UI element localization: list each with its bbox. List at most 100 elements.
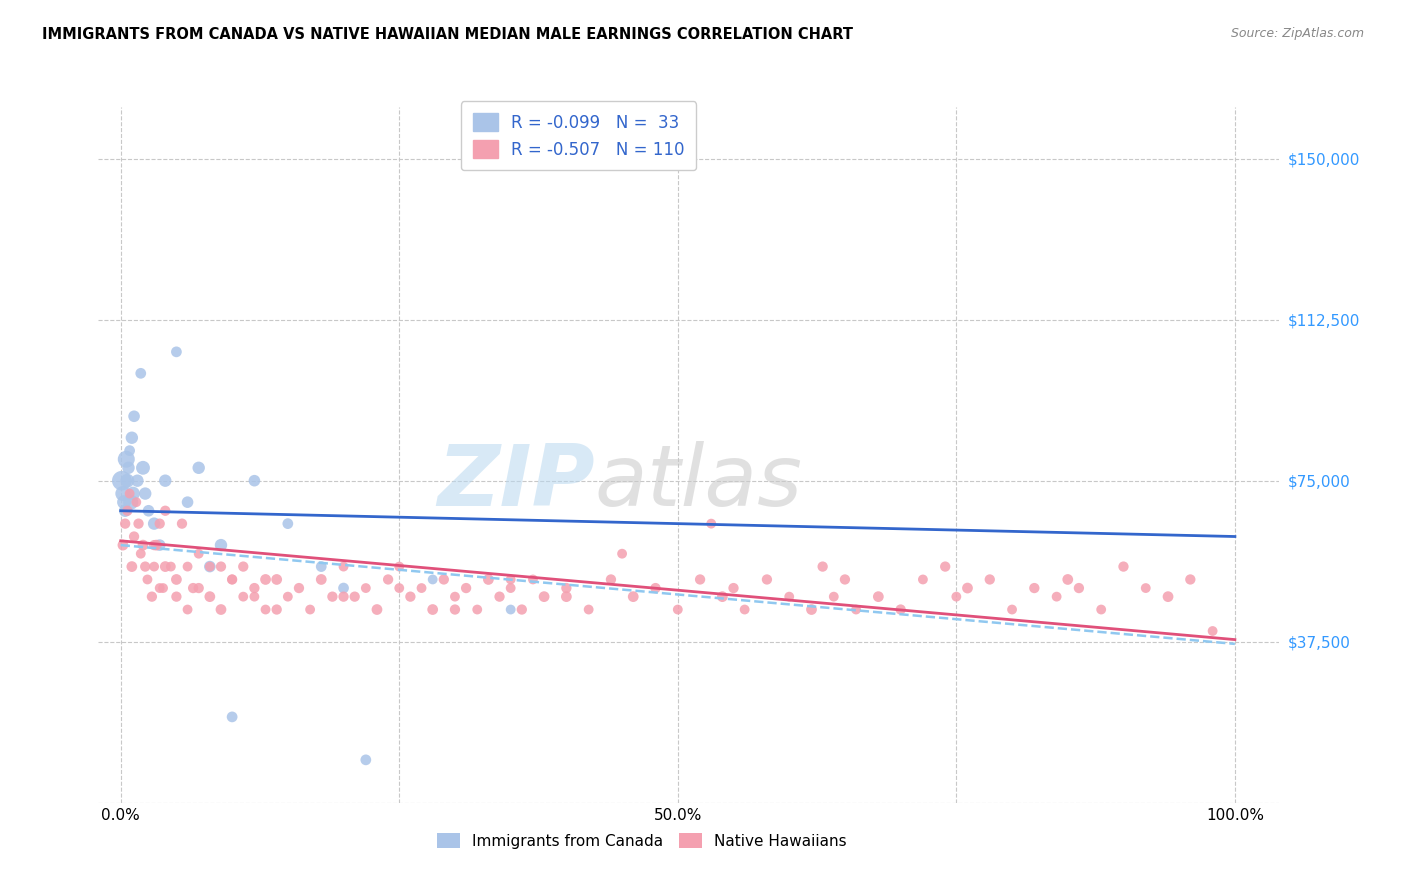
- Point: [366, 602, 388, 616]
- Point: [122, 409, 145, 424]
- Point: [388, 581, 411, 595]
- Text: atlas: atlas: [595, 442, 803, 524]
- Point: [243, 474, 266, 488]
- Point: [132, 538, 155, 552]
- Point: [979, 573, 1001, 587]
- Point: [890, 602, 912, 616]
- Point: [145, 538, 167, 552]
- Point: [134, 486, 156, 500]
- Point: [221, 710, 243, 724]
- Point: [1090, 602, 1112, 616]
- Point: [354, 581, 377, 595]
- Point: [444, 602, 467, 616]
- Point: [433, 573, 456, 587]
- Point: [456, 581, 478, 595]
- Point: [111, 538, 134, 552]
- Point: [778, 590, 800, 604]
- Point: [266, 602, 288, 616]
- Point: [266, 573, 288, 587]
- Point: [811, 559, 834, 574]
- Point: [254, 573, 277, 587]
- Point: [155, 474, 177, 488]
- Point: [243, 590, 266, 604]
- Point: [600, 573, 623, 587]
- Point: [1067, 581, 1090, 595]
- Point: [141, 590, 163, 604]
- Point: [198, 559, 221, 574]
- Point: [309, 573, 332, 587]
- Point: [845, 602, 868, 616]
- Point: [1201, 624, 1223, 638]
- Text: Source: ZipAtlas.com: Source: ZipAtlas.com: [1230, 27, 1364, 40]
- Point: [343, 590, 366, 604]
- Point: [644, 581, 666, 595]
- Point: [734, 602, 756, 616]
- Point: [499, 581, 522, 595]
- Point: [254, 602, 277, 616]
- Point: [800, 602, 823, 616]
- Point: [956, 581, 979, 595]
- Point: [181, 581, 204, 595]
- Point: [465, 602, 488, 616]
- Point: [221, 573, 243, 587]
- Point: [114, 504, 136, 518]
- Point: [723, 581, 745, 595]
- Point: [755, 573, 778, 587]
- Point: [129, 547, 152, 561]
- Point: [477, 573, 499, 587]
- Point: [277, 590, 299, 604]
- Point: [132, 460, 155, 475]
- Point: [945, 590, 967, 604]
- Point: [117, 474, 139, 488]
- Point: [128, 516, 150, 531]
- Point: [1135, 581, 1157, 595]
- Point: [243, 581, 266, 595]
- Point: [155, 559, 177, 574]
- Point: [1112, 559, 1135, 574]
- Point: [165, 573, 187, 587]
- Point: [209, 602, 232, 616]
- Point: [555, 590, 578, 604]
- Point: [934, 559, 956, 574]
- Point: [499, 602, 522, 616]
- Point: [610, 547, 633, 561]
- Point: [187, 460, 209, 475]
- Point: [1180, 573, 1202, 587]
- Point: [149, 538, 172, 552]
- Point: [388, 559, 411, 574]
- Point: [232, 559, 254, 574]
- Point: [444, 590, 467, 604]
- Point: [111, 474, 134, 488]
- Point: [911, 573, 934, 587]
- Point: [422, 602, 444, 616]
- Point: [209, 559, 232, 574]
- Point: [533, 590, 555, 604]
- Point: [399, 590, 422, 604]
- Point: [120, 495, 142, 509]
- Point: [578, 602, 600, 616]
- Point: [332, 559, 354, 574]
- Point: [555, 581, 578, 595]
- Point: [422, 573, 444, 587]
- Point: [114, 516, 136, 531]
- Point: [117, 460, 139, 475]
- Point: [499, 573, 522, 587]
- Point: [198, 559, 221, 574]
- Point: [309, 559, 332, 574]
- Point: [321, 590, 343, 604]
- Point: [187, 547, 209, 561]
- Point: [160, 559, 183, 574]
- Point: [1001, 602, 1024, 616]
- Point: [143, 516, 166, 531]
- Point: [127, 474, 149, 488]
- Point: [134, 559, 156, 574]
- Point: [118, 486, 141, 500]
- Point: [1046, 590, 1069, 604]
- Point: [711, 590, 734, 604]
- Point: [152, 581, 174, 595]
- Point: [209, 538, 232, 552]
- Point: [143, 559, 166, 574]
- Point: [187, 581, 209, 595]
- Point: [198, 590, 221, 604]
- Point: [1024, 581, 1046, 595]
